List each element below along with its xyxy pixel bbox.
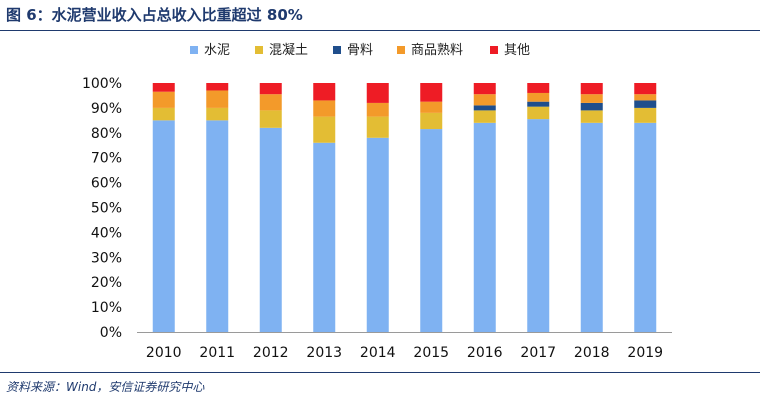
bar-2015-series-1: [420, 129, 443, 332]
bar-2011-series-5: [206, 83, 229, 91]
bar-2011-series-4: [206, 90, 229, 108]
legend-swatch-5: [490, 46, 498, 54]
bar-2010-series-4: [152, 91, 175, 108]
source-note: 资料来源：Wind，安信证券研究中心: [6, 380, 205, 394]
bar-2013-series-5: [313, 83, 336, 101]
x-tick-label: 2016: [467, 345, 503, 361]
bar-2019-series-3: [634, 100, 657, 108]
bar-2017-series-4: [527, 92, 550, 102]
bar-2018-series-1: [580, 122, 603, 332]
y-tick-label: 10%: [91, 300, 122, 316]
bar-2012-series-4: [259, 94, 282, 111]
bar-2014-series-4: [366, 102, 389, 117]
legend-swatch-2: [255, 46, 263, 54]
bar-2015-series-2: [420, 112, 443, 130]
x-axis: 2010 2011 2012 2013 2014 2015 2016 2017 2018 2019: [137, 332, 672, 361]
x-tick-label: 2012: [253, 345, 289, 361]
bar-2019-series-4: [634, 94, 657, 101]
bar-2014-series-2: [366, 116, 389, 138]
x-tick-label: 2019: [627, 345, 663, 361]
bar-2014-series-5: [366, 83, 389, 103]
chart-legend: 水泥 混凝土 骨料 商品熟料 其他: [190, 42, 530, 58]
y-tick-label: 20%: [91, 275, 122, 291]
title-rule: [0, 30, 760, 31]
source-rule: [0, 372, 760, 373]
legend-label-3: 骨料: [347, 43, 373, 58]
x-tick-label: 2017: [520, 345, 556, 361]
bar-2016-series-4: [473, 94, 496, 106]
x-tick-label: 2010: [146, 345, 182, 361]
y-tick-label: 30%: [91, 250, 122, 266]
bar-area: [152, 83, 657, 332]
bar-2017-series-3: [527, 101, 550, 107]
y-tick-label: 80%: [91, 126, 122, 142]
bar-2015-series-4: [420, 101, 443, 113]
bar-2014-series-1: [366, 137, 389, 332]
bar-2018-series-2: [580, 110, 603, 123]
x-tick-label: 2015: [413, 345, 449, 361]
legend-label-2: 混凝土: [269, 42, 308, 58]
x-tick-label: 2018: [574, 345, 610, 361]
bar-2013-series-4: [313, 100, 336, 117]
bar-2016-series-3: [473, 105, 496, 111]
y-tick-label: 50%: [91, 201, 122, 217]
bar-2017-series-5: [527, 83, 550, 93]
bar-2018-series-3: [580, 102, 603, 111]
legend-swatch-4: [397, 46, 405, 54]
legend-label-1: 水泥: [204, 43, 230, 58]
bar-2019-series-2: [634, 107, 657, 123]
bar-2013-series-1: [313, 142, 336, 332]
bar-2012-series-2: [259, 110, 282, 128]
y-tick-label: 40%: [91, 225, 122, 241]
bar-2019-series-5: [634, 83, 657, 95]
y-tick-label: 70%: [91, 151, 122, 167]
bar-2017-series-2: [527, 106, 550, 120]
bar-2010-series-1: [152, 120, 175, 332]
bar-2016-series-2: [473, 110, 496, 123]
y-tick-label: 60%: [91, 176, 122, 192]
legend-swatch-1: [190, 46, 198, 54]
bar-2015-series-5: [420, 83, 443, 102]
stacked-bar-chart: 水泥 混凝土 骨料 商品熟料 其他 0% 10% 20% 30% 40% 50% 60% 70% 80%…: [82, 42, 672, 361]
bar-2017-series-1: [527, 119, 550, 332]
bar-2010-series-2: [152, 107, 175, 121]
bar-2016-series-1: [473, 122, 496, 332]
y-tick-label: 90%: [91, 101, 122, 117]
bar-2018-series-5: [580, 83, 603, 95]
bar-2010-series-5: [152, 83, 175, 92]
bar-2012-series-1: [259, 127, 282, 332]
y-tick-label: 100%: [82, 76, 122, 92]
legend-label-4: 商品熟料: [411, 42, 463, 58]
x-tick-label: 2011: [199, 345, 235, 361]
y-tick-label: 0%: [100, 325, 122, 341]
bar-2011-series-1: [206, 120, 229, 332]
legend-label-5: 其他: [504, 43, 530, 58]
x-tick-label: 2013: [306, 345, 342, 361]
bar-2016-series-5: [473, 83, 496, 95]
figure-title: 图 6：水泥营业收入占总收入比重超过 80%: [6, 6, 303, 24]
x-tick-label: 2014: [360, 345, 396, 361]
bar-2019-series-1: [634, 122, 657, 332]
bar-2011-series-2: [206, 107, 229, 121]
legend-swatch-3: [333, 46, 341, 54]
bar-2012-series-5: [259, 83, 282, 95]
bar-2013-series-2: [313, 116, 336, 143]
y-axis: 0% 10% 20% 30% 40% 50% 60% 70% 80% 90% 100%: [82, 76, 122, 341]
bar-2018-series-4: [580, 94, 603, 103]
